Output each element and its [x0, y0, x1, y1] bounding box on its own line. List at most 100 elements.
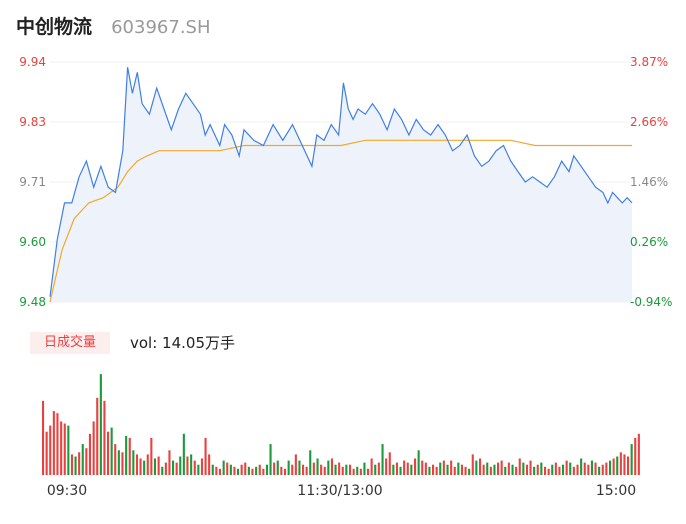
- volume-bar: [587, 464, 590, 475]
- volume-bar: [56, 413, 59, 475]
- volume-bar: [370, 458, 373, 475]
- volume-bar: [627, 456, 630, 475]
- volume-bar: [515, 466, 518, 475]
- volume-badge: 日成交量: [30, 332, 110, 354]
- volume-bar: [356, 466, 359, 475]
- percent-tick-label: 0.26%: [630, 235, 668, 249]
- volume-bar: [554, 462, 557, 475]
- volume-bar: [439, 462, 442, 475]
- volume-bar: [497, 462, 500, 475]
- price-tick-label: 9.60: [19, 235, 46, 249]
- volume-bar: [157, 456, 160, 475]
- volume-bar: [525, 464, 528, 475]
- volume-bar: [175, 462, 178, 475]
- volume-bar: [197, 464, 200, 475]
- volume-label: vol: 14.05万手: [130, 334, 235, 352]
- volume-bar: [612, 458, 615, 475]
- percent-tick-label: 2.66%: [630, 115, 668, 129]
- volume-bar: [182, 433, 185, 475]
- volume-bar: [262, 468, 265, 475]
- volume-bar: [211, 464, 214, 475]
- volume-bar: [428, 466, 431, 475]
- volume-bar: [460, 464, 463, 475]
- volume-bar: [486, 462, 489, 475]
- price-axis-labels: 9.94 9.83 9.71 9.60 9.48: [19, 55, 46, 309]
- chart-header: 中创物流 603967.SH: [16, 12, 211, 40]
- volume-bar: [255, 466, 258, 475]
- volume-bar: [511, 464, 514, 475]
- volume-bar: [190, 454, 193, 475]
- volume-bar: [569, 462, 572, 475]
- volume-bar: [320, 464, 323, 475]
- volume-bar: [598, 466, 601, 475]
- volume-bar: [403, 460, 406, 475]
- stock-code: 603967.SH: [111, 17, 211, 38]
- time-tick-label: 11:30/13:00: [297, 483, 382, 499]
- volume-bar: [312, 462, 315, 475]
- volume-bar: [237, 468, 240, 475]
- volume-bar: [85, 448, 88, 475]
- volume-bar: [363, 462, 366, 475]
- volume-bar: [186, 456, 189, 475]
- volume-bar: [601, 464, 604, 475]
- volume-bar: [352, 468, 355, 475]
- volume-bar: [330, 458, 333, 475]
- percent-axis-labels: 3.87% 2.66% 1.46% 0.26% -0.94%: [630, 55, 672, 309]
- volume-bar: [529, 460, 532, 475]
- volume-bar: [435, 466, 438, 475]
- volume-bar: [128, 437, 131, 475]
- volume-bar: [208, 454, 211, 475]
- volume-bar: [139, 458, 142, 475]
- volume-bar: [172, 460, 175, 475]
- volume-bar: [349, 464, 352, 475]
- price-tick-label: 9.48: [19, 295, 46, 309]
- volume-bar: [226, 462, 229, 475]
- volume-bar: [273, 462, 276, 475]
- volume-bar: [432, 464, 435, 475]
- volume-bar: [504, 466, 507, 475]
- volume-bar: [287, 460, 290, 475]
- volume-bar: [482, 464, 485, 475]
- volume-bar: [417, 450, 420, 475]
- volume-bar: [103, 400, 106, 475]
- volume-bar: [276, 460, 279, 475]
- volume-bar: [179, 456, 182, 475]
- volume-bar: [442, 460, 445, 475]
- volume-bar: [302, 464, 305, 475]
- volume-bar: [377, 462, 380, 475]
- volume-bar: [367, 468, 370, 475]
- volume-bar: [244, 462, 247, 475]
- volume-bar: [583, 462, 586, 475]
- volume-bar: [305, 466, 308, 475]
- volume-bar: [193, 460, 196, 475]
- volume-bar: [572, 466, 575, 475]
- volume-bar: [634, 437, 637, 475]
- volume-bar: [479, 458, 482, 475]
- volume-bar: [107, 431, 110, 475]
- volume-bar: [99, 374, 102, 475]
- volume-bar: [218, 468, 221, 475]
- volume-bar: [619, 452, 622, 475]
- volume-bar: [81, 444, 84, 475]
- volume-bar: [544, 466, 547, 475]
- volume-bar: [280, 466, 283, 475]
- volume-bar: [74, 456, 77, 475]
- time-tick-label: 15:00: [596, 483, 636, 499]
- volume-bar: [215, 466, 218, 475]
- volume-bar: [204, 437, 207, 475]
- price-tick-label: 9.71: [19, 175, 46, 189]
- volume-bar: [327, 460, 330, 475]
- volume-bar: [150, 437, 153, 475]
- stock-name: 中创物流: [16, 16, 93, 38]
- volume-bar: [450, 460, 453, 475]
- price-area: [50, 67, 632, 302]
- volume-bars: [42, 374, 640, 476]
- volume-bar: [294, 454, 297, 475]
- volume-bar: [309, 450, 312, 475]
- volume-bar: [421, 460, 424, 475]
- volume-bar: [70, 454, 73, 475]
- volume-bar: [269, 444, 272, 475]
- volume-bar: [291, 464, 294, 475]
- volume-bar: [146, 454, 149, 475]
